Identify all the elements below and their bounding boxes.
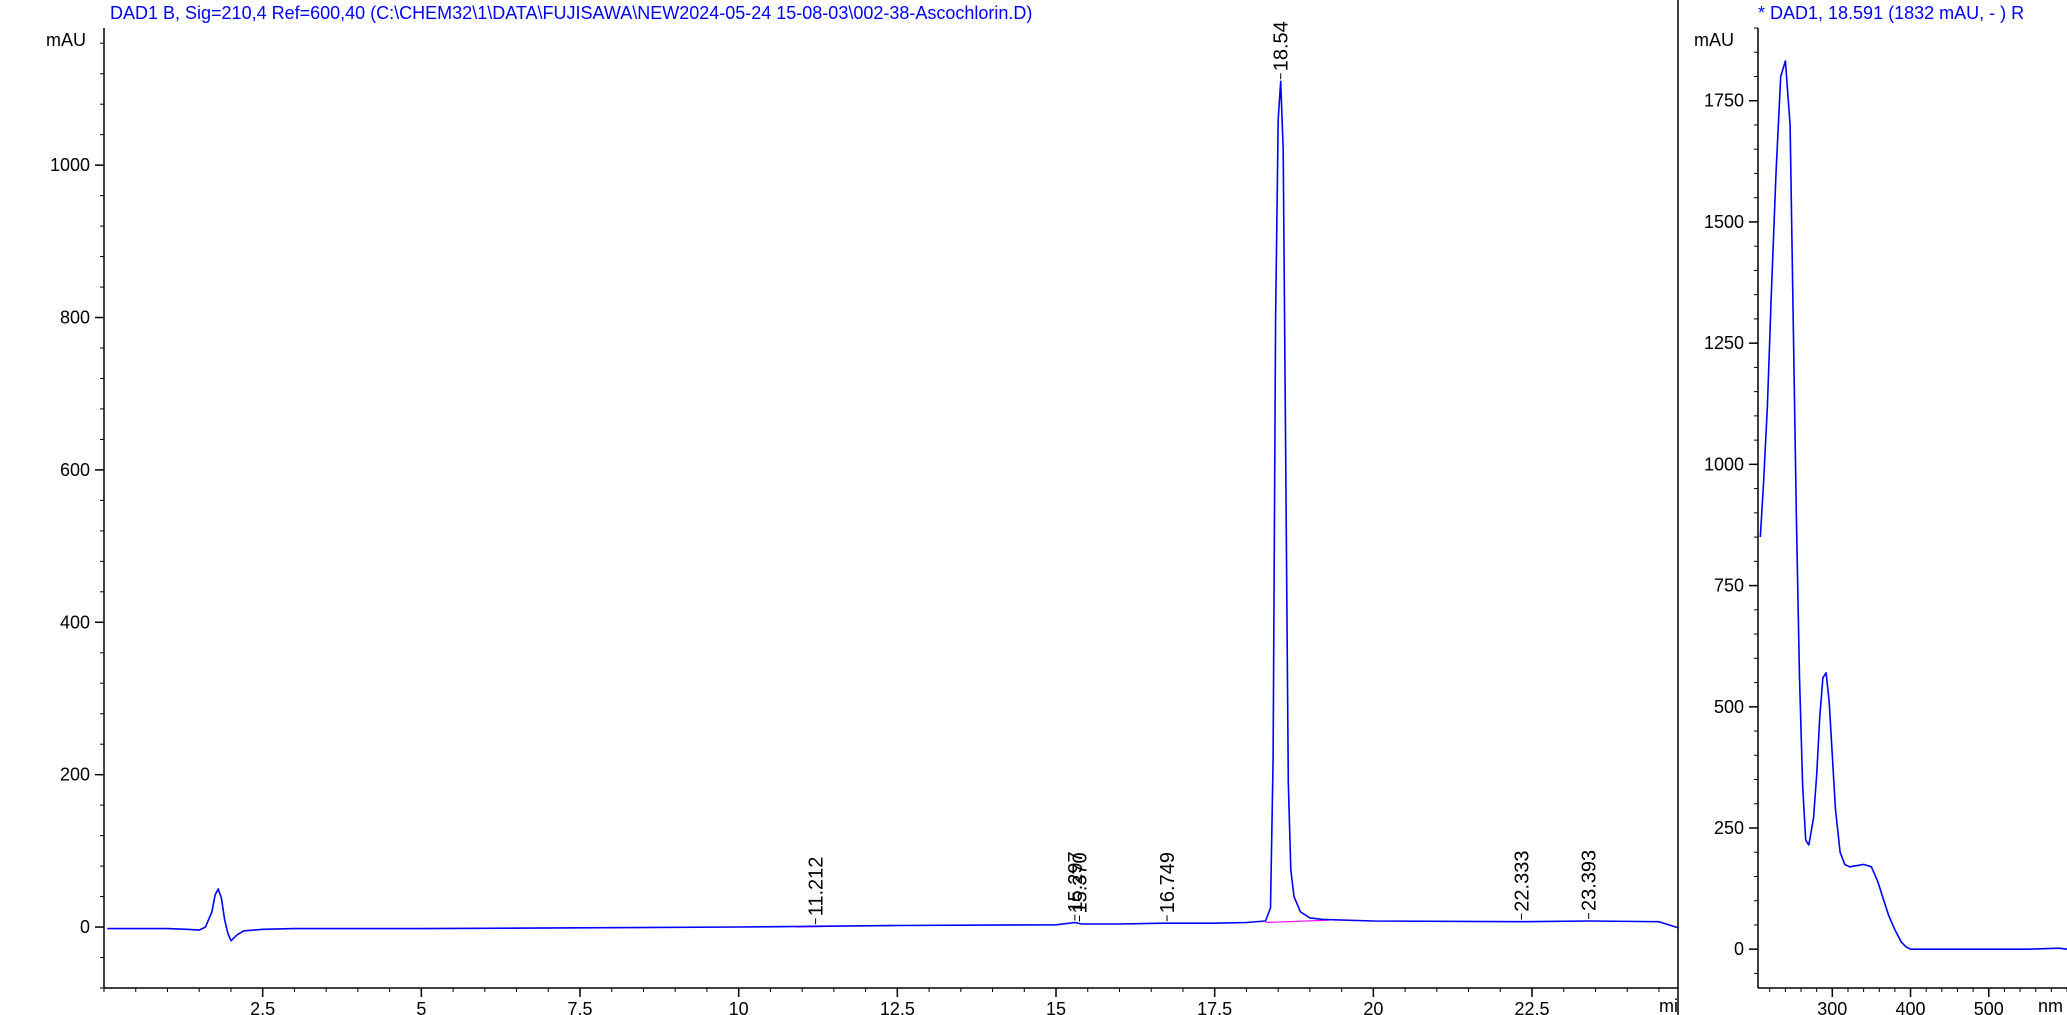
chromatogram-y-tick-label: 800 bbox=[60, 308, 90, 328]
chromatogram-x-tick-label: 5 bbox=[416, 999, 426, 1015]
peak-label: 18.54 bbox=[1271, 21, 1293, 71]
integration-baseline bbox=[1265, 919, 1329, 924]
chromatogram-y-tick-label: 600 bbox=[60, 460, 90, 480]
chromatogram-series-line bbox=[107, 80, 1679, 942]
chromatogram-x-tick-label: 15 bbox=[1046, 999, 1066, 1015]
spectrum-y-tick-label: 1250 bbox=[1704, 333, 1744, 353]
spectrum-title: * DAD1, 18.591 (1832 mAU, - ) R bbox=[1758, 3, 2024, 23]
spectrum-y-tick-label: 1750 bbox=[1704, 91, 1744, 111]
peak-label: 22.333 bbox=[1511, 851, 1533, 912]
spectrum-y-tick-label: 0 bbox=[1734, 939, 1744, 959]
chromatogram-x-unit: mi bbox=[1659, 996, 1678, 1015]
spectrum-y-tick-label: 500 bbox=[1714, 697, 1744, 717]
chromatogram-y-tick-label: 400 bbox=[60, 612, 90, 632]
spectrum-y-tick-label: 1000 bbox=[1704, 454, 1744, 474]
chromatogram-y-tick-label: 200 bbox=[60, 765, 90, 785]
chromatogram-title: DAD1 B, Sig=210,4 Ref=600,40 (C:\CHEM32\… bbox=[110, 3, 1032, 23]
chromatogram-y-tick-label: 1000 bbox=[50, 155, 90, 175]
spectrum-y-tick-label: 250 bbox=[1714, 818, 1744, 838]
peak-label: 15.370 bbox=[1070, 852, 1092, 913]
chromatogram-y-tick-label: 0 bbox=[80, 917, 90, 937]
chromatogram-x-tick-label: 17.5 bbox=[1197, 999, 1232, 1015]
spectrum-y-tick-label: 1500 bbox=[1704, 212, 1744, 232]
spectrum-series-line bbox=[1759, 60, 2067, 951]
spectrum-x-tick-label: 500 bbox=[1974, 999, 2004, 1015]
spectrum-y-unit: mAU bbox=[1694, 30, 1734, 50]
chromatogram-x-tick-label: 2.5 bbox=[250, 999, 275, 1015]
chromatogram-x-tick-label: 7.5 bbox=[567, 999, 592, 1015]
spectrum-x-unit: nm bbox=[2038, 996, 2063, 1015]
peak-label: 23.393 bbox=[1579, 850, 1601, 911]
spectrum-x-tick-label: 300 bbox=[1817, 999, 1847, 1015]
peak-label: 16.749 bbox=[1157, 852, 1179, 913]
chromatogram-panel: DAD1 B, Sig=210,4 Ref=600,40 (C:\CHEM32\… bbox=[46, 3, 1679, 1015]
spectrum-y-tick-label: 750 bbox=[1714, 576, 1744, 596]
spectrum-x-tick-label: 400 bbox=[1896, 999, 1926, 1015]
chromatogram-x-tick-label: 20 bbox=[1363, 999, 1383, 1015]
peak-label: 15.297 bbox=[1065, 851, 1087, 912]
chromatogram-x-tick-label: 10 bbox=[729, 999, 749, 1015]
chromatogram-x-tick-label: 22.5 bbox=[1515, 999, 1550, 1015]
chromatogram-x-tick-label: 12.5 bbox=[880, 999, 915, 1015]
peak-label: 11.212 bbox=[806, 857, 828, 917]
spectrum-panel: * DAD1, 18.591 (1832 mAU, - ) R mAU nm 0… bbox=[1694, 3, 2067, 1015]
chromatogram-y-unit: mAU bbox=[46, 30, 86, 50]
